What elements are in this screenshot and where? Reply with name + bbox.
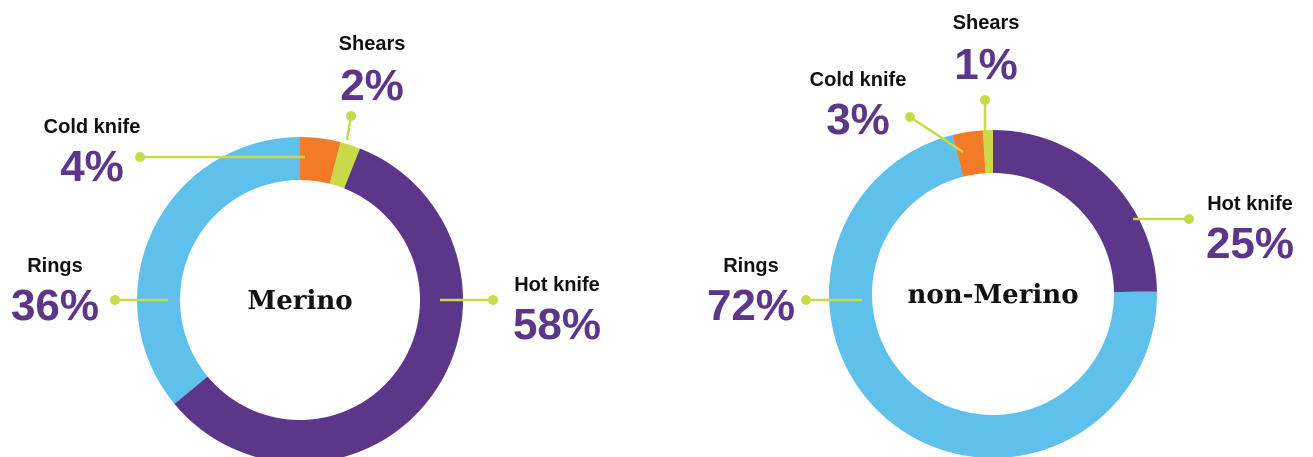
category-label: Rings [723,255,779,277]
donut-chart-non-merino: non-Merino Shears 1% Cold knife 3% Rings 72% Ho… [707,12,1294,457]
label-group-hot-knife: Hot knife 58% [440,274,601,349]
slice-cold-knife [952,130,986,177]
percent-label: 1% [954,40,1018,89]
slice-shears [329,142,361,189]
label-group-shears: Shears 1% [953,12,1020,136]
category-label: Shears [339,33,406,55]
percent-label: 3% [826,95,890,144]
leader-dot [135,152,145,162]
percent-label: 36% [11,281,99,330]
percent-label: 2% [340,61,404,110]
category-label: Rings [27,255,83,277]
category-label: Hot knife [514,274,600,296]
leader-dot [905,112,915,122]
leader-dot [346,111,356,121]
label-group-cold-knife: Cold knife 3% [810,69,964,154]
donut-chart-merino: Merino Shears 2% Cold knife 4% Rings 36% Hot kn… [11,33,601,457]
slice-cold-knife [300,137,341,184]
label-group-rings: Rings 36% [11,255,168,330]
leader-line [909,115,964,154]
category-label: Shears [953,12,1020,34]
leader-dot [110,295,120,305]
percent-label: 58% [513,300,601,349]
leader-dot [801,295,811,305]
slice-hot-knife [993,130,1157,293]
category-label: Cold knife [810,69,907,91]
chart-center-title: non-Merino [907,280,1078,310]
percent-label: 72% [707,281,795,330]
label-group-cold-knife: Cold knife 4% [44,116,305,191]
label-group-shears: Shears 2% [339,33,406,141]
label-group-rings: Rings 72% [707,255,862,330]
leader-dot [488,295,498,305]
category-label: Hot knife [1207,193,1293,215]
slice-hot-knife [174,148,463,457]
slice-shears [982,130,993,174]
slice-rings [136,137,300,404]
percent-label: 25% [1206,219,1294,268]
category-label: Cold knife [44,116,141,138]
chart-center-title: Merino [247,286,352,316]
label-group-hot-knife: Hot knife 25% [1133,193,1294,268]
percent-label: 4% [60,142,124,191]
leader-dot [980,95,990,105]
leader-dot [1184,214,1194,224]
